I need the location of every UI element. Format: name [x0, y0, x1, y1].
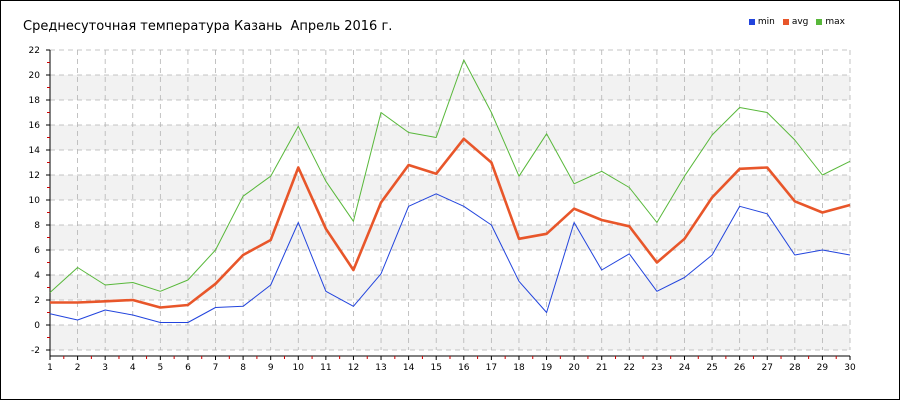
x-tick-label: 5 — [157, 363, 163, 373]
x-tick-label: 21 — [596, 363, 607, 373]
legend-item-avg: avg — [782, 17, 809, 27]
x-tick-label: 24 — [679, 363, 691, 373]
x-tick-label: 28 — [789, 363, 801, 373]
x-tick-label: 1 — [47, 363, 53, 373]
legend: min avg max — [748, 17, 845, 27]
series-line-min — [49, 193, 851, 323]
x-tick-label: 22 — [624, 363, 635, 373]
x-tick-label: 15 — [430, 363, 441, 373]
grid-band — [50, 175, 850, 200]
legend-label: avg — [791, 17, 809, 27]
x-tick-label: 20 — [568, 363, 580, 373]
y-tick-label: 12 — [29, 171, 40, 181]
series-line-max — [49, 59, 851, 293]
x-tick-label: 23 — [651, 363, 662, 373]
x-tick-label: 9 — [268, 363, 274, 373]
y-tick-label: 4 — [34, 271, 40, 281]
legend-label: min — [757, 17, 775, 27]
y-tick-label: 22 — [29, 46, 40, 56]
x-tick-label: 26 — [734, 363, 746, 373]
x-tick-label: 11 — [320, 363, 331, 373]
grid-band — [50, 225, 850, 250]
y-tick-label: 18 — [29, 96, 41, 106]
x-tick-label: 29 — [817, 363, 829, 373]
x-tick-label: 10 — [293, 363, 305, 373]
y-tick-label: 6 — [34, 246, 40, 256]
y-tick-label: 2 — [34, 296, 40, 306]
x-tick-label: 8 — [240, 363, 246, 373]
legend-swatch — [782, 19, 789, 25]
y-tick-label: 8 — [34, 221, 40, 231]
x-tick-label: 13 — [375, 363, 386, 373]
chart-title: Среднесуточная температура Казань Апрель… — [23, 19, 393, 34]
x-tick-label: 4 — [130, 363, 136, 373]
legend-swatch — [748, 19, 755, 25]
x-tick-label: 25 — [706, 363, 717, 373]
x-tick-label: 3 — [102, 363, 108, 373]
x-tick-label: 7 — [213, 363, 219, 373]
x-tick-label: 16 — [458, 363, 470, 373]
x-tick-label: 17 — [486, 363, 497, 373]
grid-band — [50, 125, 850, 150]
x-tick-label: 14 — [403, 363, 415, 373]
y-tick-label: 0 — [34, 321, 40, 331]
x-tick-label: 6 — [185, 363, 191, 373]
x-tick-label: 2 — [75, 363, 81, 373]
y-tick-label: 10 — [29, 196, 41, 206]
y-tick-label: -2 — [31, 346, 40, 356]
x-tick-label: 27 — [762, 363, 773, 373]
grid-band — [50, 275, 850, 300]
legend-item-max: max — [816, 17, 845, 27]
y-tick-label: 14 — [29, 146, 41, 156]
legend-label: max — [825, 17, 845, 27]
grid-band — [50, 325, 850, 350]
x-tick-label: 18 — [513, 363, 525, 373]
x-tick-label: 12 — [348, 363, 359, 373]
y-tick-label: 20 — [29, 71, 41, 81]
x-tick-label: 19 — [541, 363, 553, 373]
legend-item-min: min — [748, 17, 775, 27]
grid-band — [50, 75, 850, 100]
legend-swatch — [816, 19, 823, 25]
x-tick-label: 30 — [844, 363, 856, 373]
series-line-avg — [50, 137, 851, 309]
y-tick-label: 16 — [29, 121, 41, 131]
